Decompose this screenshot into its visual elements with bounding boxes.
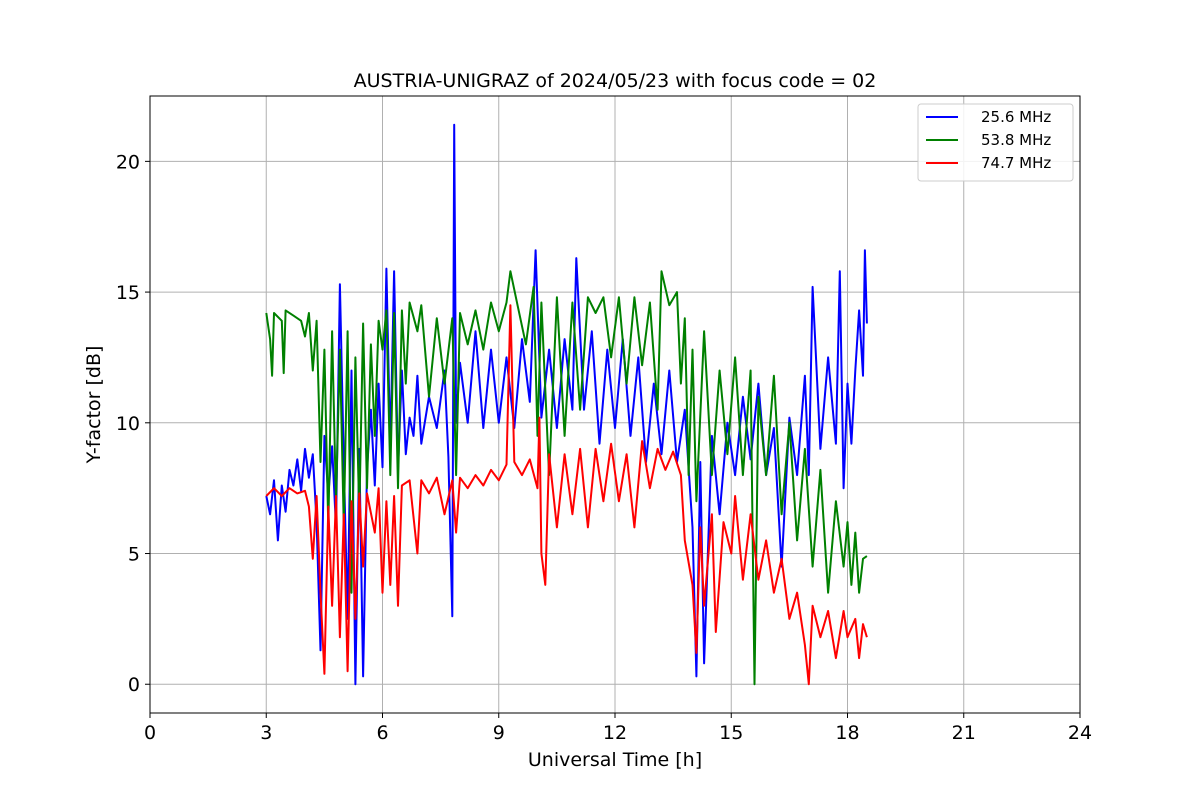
y-tick-label: 10 bbox=[116, 413, 140, 435]
y-tick-label: 20 bbox=[116, 151, 140, 173]
legend: 25.6 MHz 53.8 MHz 74.7 MHz bbox=[917, 103, 1074, 182]
x-tick-label: 3 bbox=[260, 722, 272, 744]
series-group bbox=[265, 123, 868, 686]
y-tick-label: 0 bbox=[128, 674, 140, 696]
axis-ticks: 0 3 6 9 12 15 18 21 24 0 5 10 15 20 bbox=[116, 151, 1092, 744]
x-tick-label: 15 bbox=[719, 722, 743, 744]
legend-box bbox=[917, 103, 1074, 182]
y-tick-label: 5 bbox=[128, 544, 140, 566]
y-axis-label: Y-factor [dB] bbox=[83, 346, 105, 465]
x-tick-label: 24 bbox=[1068, 722, 1092, 744]
series-line-3 bbox=[265, 304, 868, 686]
x-axis-label: Universal Time [h] bbox=[528, 749, 702, 771]
x-tick-label: 0 bbox=[144, 722, 156, 744]
x-tick-label: 12 bbox=[603, 722, 627, 744]
chart-title: AUSTRIA-UNIGRAZ of 2024/05/23 with focus… bbox=[354, 70, 877, 92]
x-tick-label: 18 bbox=[835, 722, 859, 744]
legend-label-2: 53.8 MHz bbox=[981, 131, 1051, 149]
x-tick-label: 21 bbox=[952, 722, 976, 744]
x-tick-label: 9 bbox=[493, 722, 505, 744]
legend-label-1: 25.6 MHz bbox=[981, 108, 1051, 126]
x-tick-label: 6 bbox=[376, 722, 388, 744]
y-tick-label: 15 bbox=[116, 282, 140, 304]
series-line-2 bbox=[265, 270, 868, 686]
legend-label-3: 74.7 MHz bbox=[981, 154, 1051, 172]
